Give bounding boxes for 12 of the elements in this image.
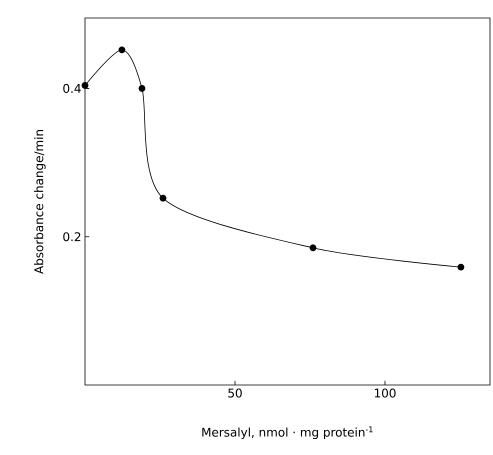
x-tick-label: 100 <box>374 388 396 398</box>
point <box>310 244 316 252</box>
y-axis-title: Absorbance change/min <box>34 130 46 274</box>
point <box>160 194 166 202</box>
y-tick-label: 0.2 <box>63 232 80 242</box>
x-axis-title: Mersalyl, nmol · mg protein$^{-1}$ <box>202 426 373 440</box>
y-tick-label: 0.4 <box>63 84 81 93</box>
x-tick-label: 50 <box>228 388 242 398</box>
point <box>138 85 146 92</box>
point <box>118 46 126 54</box>
point <box>458 264 464 271</box>
point <box>82 82 88 89</box>
